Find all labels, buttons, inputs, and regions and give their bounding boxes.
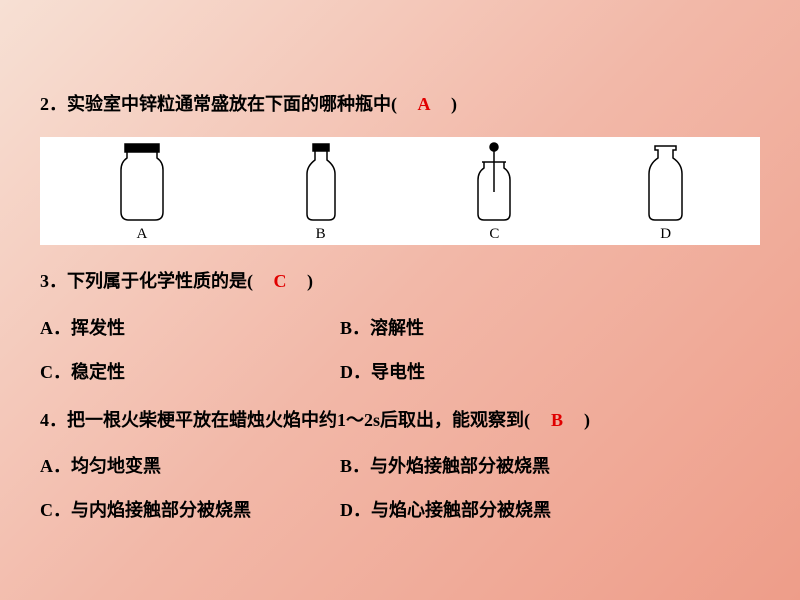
content-area: 2．实验室中锌粒通常盛放在下面的哪种瓶中( A ) A B [0,0,800,584]
q2-number: 2． [40,94,67,114]
bottle-a: A [107,142,177,243]
q2-after: ) [433,94,457,114]
q4-text: 把一根火柴梗平放在蜡烛火焰中约1～2s后取出，能观察到( [67,410,548,430]
q3-answer: C [271,267,289,296]
q4-after: ) [566,410,590,430]
question-2: 2．实验室中锌粒通常盛放在下面的哪种瓶中( A ) [40,90,760,119]
q3-options: A．挥发性 B．溶解性 C．稳定性 D．导电性 [40,314,760,384]
bottle-b: B [291,142,351,243]
q4-option-a: A．均匀地变黑 [40,452,320,478]
q3-option-c: C．稳定性 [40,358,320,384]
q4-option-c: C．与内焰接触部分被烧黑 [40,496,320,522]
q2-text: 实验室中锌粒通常盛放在下面的哪种瓶中( [67,94,415,114]
bottle-c-icon [464,142,524,224]
q3-option-b: B．溶解性 [340,314,620,340]
q2-answer: A [415,90,433,119]
bottle-c-label: C [489,226,499,243]
question-3: 3．下列属于化学性质的是( C ) [40,267,760,296]
bottle-a-label: A [136,226,147,243]
q4-number: 4． [40,410,67,430]
bottle-d: D [638,142,693,243]
q3-after: ) [289,271,313,291]
question-4: 4．把一根火柴梗平放在蜡烛火焰中约1～2s后取出，能观察到( B ) [40,406,760,435]
bottle-d-icon [638,142,693,224]
q4-option-d: D．与焰心接触部分被烧黑 [340,496,620,522]
q4-option-b: B．与外焰接触部分被烧黑 [340,452,620,478]
q4-answer: B [548,406,566,435]
bottle-a-icon [107,142,177,224]
bottle-c: C [464,142,524,243]
q3-text: 下列属于化学性质的是( [67,271,271,291]
q3-number: 3． [40,271,67,291]
q3-option-a: A．挥发性 [40,314,320,340]
q4-options: A．均匀地变黑 B．与外焰接触部分被烧黑 C．与内焰接触部分被烧黑 D．与焰心接… [40,452,760,522]
bottle-d-label: D [660,226,671,243]
bottle-image-strip: A B C [40,137,760,245]
bottle-b-label: B [316,226,326,243]
q3-option-d: D．导电性 [340,358,620,384]
bottle-b-icon [291,142,351,224]
